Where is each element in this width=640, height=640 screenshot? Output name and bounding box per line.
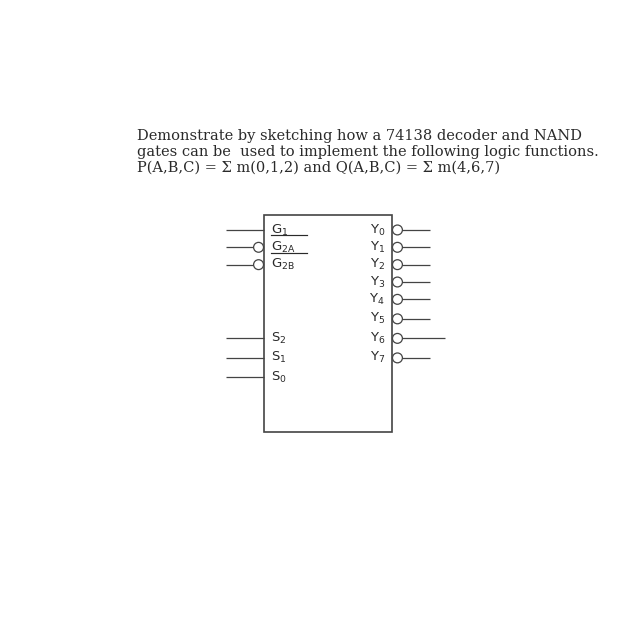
Text: $\mathregular{Y_{6}}$: $\mathregular{Y_{6}}$	[369, 331, 385, 346]
Text: $\mathregular{Y_{2}}$: $\mathregular{Y_{2}}$	[370, 257, 385, 272]
Circle shape	[392, 294, 403, 304]
Circle shape	[392, 243, 403, 252]
Text: $\mathregular{Y_{5}}$: $\mathregular{Y_{5}}$	[370, 311, 385, 326]
Text: Demonstrate by sketching how a 74138 decoder and NAND: Demonstrate by sketching how a 74138 dec…	[137, 129, 582, 143]
Circle shape	[392, 353, 403, 363]
Text: P(A,B,C) = Σ m(0,1,2) and Q(A,B,C) = Σ m(4,6,7): P(A,B,C) = Σ m(0,1,2) and Q(A,B,C) = Σ m…	[137, 161, 500, 175]
Text: $\mathregular{G_{2B}}$: $\mathregular{G_{2B}}$	[271, 257, 295, 272]
Circle shape	[253, 243, 264, 252]
Text: $\mathregular{S_{2}}$: $\mathregular{S_{2}}$	[271, 331, 286, 346]
Text: $\mathregular{G_{1}}$: $\mathregular{G_{1}}$	[271, 223, 289, 237]
Circle shape	[392, 225, 403, 235]
Text: $\mathregular{G_{2A}}$: $\mathregular{G_{2A}}$	[271, 240, 296, 255]
Text: $\mathregular{Y_{3}}$: $\mathregular{Y_{3}}$	[370, 275, 385, 289]
Circle shape	[392, 333, 403, 343]
Circle shape	[253, 260, 264, 269]
Bar	[264, 215, 392, 431]
Circle shape	[392, 277, 403, 287]
Text: $\mathregular{Y_{1}}$: $\mathregular{Y_{1}}$	[370, 240, 385, 255]
Text: $\mathregular{S_{0}}$: $\mathregular{S_{0}}$	[271, 370, 287, 385]
Text: $\mathregular{Y_{7}}$: $\mathregular{Y_{7}}$	[370, 350, 385, 365]
Text: $\mathregular{Y_{4}}$: $\mathregular{Y_{4}}$	[369, 292, 385, 307]
Circle shape	[392, 260, 403, 269]
Text: $\mathregular{Y_{0}}$: $\mathregular{Y_{0}}$	[369, 223, 385, 237]
Text: gates can be  used to implement the following logic functions.: gates can be used to implement the follo…	[137, 145, 599, 159]
Text: $\mathregular{S_{1}}$: $\mathregular{S_{1}}$	[271, 350, 287, 365]
Circle shape	[392, 314, 403, 324]
